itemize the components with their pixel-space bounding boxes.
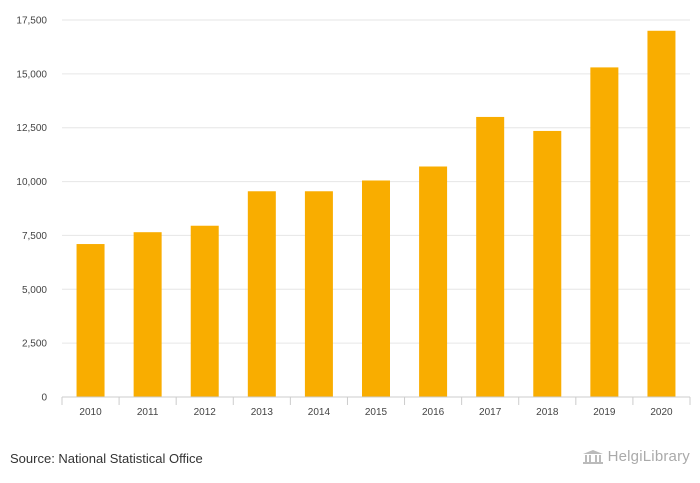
x-tick-label: 2016 [422, 407, 445, 418]
x-tick-label: 2017 [479, 407, 502, 418]
x-tick-label: 2012 [194, 407, 217, 418]
bar-2014[interactable] [304, 191, 333, 397]
bars [76, 30, 676, 398]
bar-2017[interactable] [476, 116, 505, 397]
x-tick-label: 2011 [137, 407, 159, 418]
x-tick-label: 2015 [365, 407, 388, 418]
y-tick-label: 2,500 [22, 339, 47, 350]
bar-2020[interactable] [647, 30, 676, 398]
source-note: Source: National Statistical Office [10, 451, 203, 466]
y-axis-labels: 0 2,500 5,000 7,500 10,000 12,500 15,000 17,500 [16, 16, 47, 404]
chart-footer: Source: National Statistical Office Helg… [0, 440, 700, 483]
y-tick-label: 10,000 [16, 177, 47, 188]
bar-2015[interactable] [362, 180, 390, 397]
x-tick-label: 2013 [251, 407, 274, 418]
x-tick-label: 2014 [308, 407, 331, 418]
x-tick-label: 2010 [79, 407, 102, 418]
x-tick-label: 2020 [650, 407, 673, 418]
bar-chart: 0 2,500 5,000 7,500 10,000 12,500 15,000 17,500… [16, 16, 691, 418]
y-tick-label: 7,500 [22, 231, 47, 242]
y-tick-label: 12,500 [16, 123, 47, 134]
x-tick-label: 2019 [593, 407, 616, 418]
x-axis: 2010 2011 2012 2013 2014 2015 2016 2017 2018 2019… [61, 396, 691, 418]
y-tick-label: 17,500 [16, 16, 47, 27]
y-tick-label: 5,000 [22, 285, 47, 296]
y-tick-label: 0 [41, 393, 47, 404]
bar-2010[interactable] [76, 244, 105, 397]
bar-2011[interactable] [133, 232, 162, 397]
brand-logo-link[interactable]: HelgiLibrary [582, 448, 690, 465]
bar-2012[interactable] [190, 225, 219, 397]
bar-2013[interactable] [247, 191, 276, 397]
x-tick-label: 2018 [536, 407, 559, 418]
library-building-icon [582, 449, 603, 464]
bar-2019[interactable] [590, 67, 619, 397]
bar-2018[interactable] [533, 130, 562, 397]
y-tick-label: 15,000 [16, 69, 47, 80]
bar-2016[interactable] [419, 166, 448, 397]
brand-name: HelgiLibrary [607, 448, 690, 465]
